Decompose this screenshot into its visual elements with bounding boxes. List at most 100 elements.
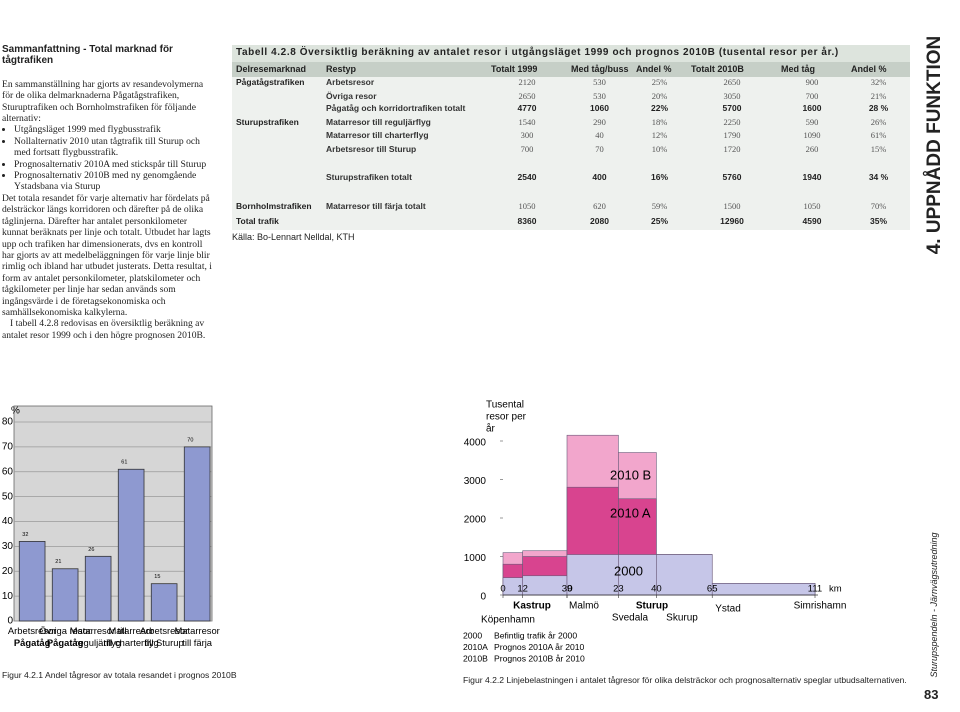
legend-description: Befintlig trafik år 2000: [494, 630, 577, 640]
table-cell: Övriga resor: [326, 91, 377, 101]
table-row: Pågatåg och korridortrafiken totalt 4770 1…: [232, 103, 910, 117]
table-cell: 25%: [651, 77, 668, 87]
load-segment: [618, 554, 657, 596]
station-label: Skurup: [666, 613, 698, 624]
paragraph: I tabell 4.2.8 redovisas en översiktlig …: [2, 318, 206, 341]
table-cell: 300: [520, 130, 534, 140]
x-tick-label: Övriga resor Pågatåg: [39, 625, 91, 648]
table-cell: 70%: [870, 201, 887, 211]
table-row: Total trafik 8360 2080 25% 12960 4590 35%: [232, 216, 910, 230]
figure-caption: Figur 4.2.1 Andel tågresor av totala res…: [2, 670, 237, 680]
table-cell: 15%: [870, 144, 887, 154]
plot-background: [13, 405, 213, 622]
table-cell: 1790: [723, 130, 741, 140]
value-label: 21: [55, 559, 61, 565]
y-axis-label: år: [486, 423, 496, 435]
table-block: Tabell 4.2.8 Översiktlig beräkning av an…: [232, 45, 910, 242]
y-axis-label: Tusental: [486, 400, 524, 411]
bar: [117, 468, 145, 622]
table-cell: Total trafik: [236, 216, 279, 226]
bar: [51, 568, 79, 622]
bullet: Prognosalternativ 2010A med stickspår ti…: [14, 159, 214, 170]
table-cell: 5700: [722, 103, 742, 113]
y-tick-label: 4000: [464, 438, 487, 449]
x-tick-label-line: Matarresor: [174, 625, 219, 636]
bar: [84, 555, 112, 622]
y-axis-label: resor per: [486, 412, 527, 423]
legend-label: 2010B: [463, 653, 488, 663]
table-cell: 4590: [802, 216, 822, 226]
table-cell: 32%: [870, 77, 887, 87]
table-cell: 34 %: [868, 172, 889, 182]
station-label: Simrishamn: [794, 601, 847, 612]
table: Delresemarknad Restyp Totalt 1999 Med tåg/b…: [232, 62, 910, 230]
x-tick-label: 39: [562, 584, 573, 595]
legend-description: Prognos 2010B år 2010: [494, 653, 585, 663]
table-cell: 21%: [870, 91, 887, 101]
bar: [18, 541, 46, 622]
y-tick-label: 30: [2, 541, 14, 552]
y-tick-label: 10: [2, 591, 14, 602]
x-tick-label-line: till Sturup: [145, 637, 184, 648]
x-tick-label-line: Övriga resor: [39, 625, 91, 636]
table-cell: Matarresor till färja totalt: [326, 201, 426, 211]
x-tick-label-line: Pågatåg: [14, 637, 51, 648]
paragraph: En sammanställning har gjorts av resande…: [2, 78, 204, 125]
value-label: 15: [154, 574, 160, 580]
x-tick-label: Matarresor till reguljärflyg: [70, 625, 127, 648]
header-cell: Andel %: [847, 62, 910, 77]
x-tick-label: Matarresor till charterflyg: [104, 625, 159, 648]
bar: [150, 583, 178, 622]
value-label: 32: [22, 532, 28, 538]
station-label: Kastrup: [513, 601, 551, 612]
table-cell: [232, 103, 322, 117]
table-cell: 1720: [723, 144, 741, 154]
x-tick-label-line: till charterflyg: [104, 637, 159, 648]
table-row: Bornholmstrafiken Matarresor till färja t…: [232, 201, 910, 216]
table-row: Övriga resor 2650 530 20% 3050 700 21%: [232, 91, 910, 103]
header-cell: Med tåg/buss: [567, 62, 632, 77]
table-cell: 1500: [723, 201, 741, 211]
table-cell: 4770: [517, 103, 537, 113]
table-cell: 12960: [720, 216, 744, 226]
chapter-title: 4. UPPNÅDD FUNKTION: [924, 35, 945, 255]
x-tick-label: 65: [707, 584, 718, 595]
table-source: Källa: Bo-Lennart Nelldal, KTH: [232, 232, 355, 242]
table-cell: 40: [595, 130, 604, 140]
series-annotation: 2010 A: [610, 505, 651, 520]
table-cell: Pågatågstrafiken: [236, 77, 305, 87]
load-segment: [566, 554, 619, 596]
bullet: Nollalternativ 2010 utan tågtrafik till …: [14, 136, 214, 159]
table-cell: 28 %: [868, 103, 889, 113]
table-cell: 1050: [803, 201, 821, 211]
table-cell: 1090: [803, 130, 821, 140]
table-cell: 2650: [723, 77, 741, 87]
table-cell: 1050: [518, 201, 536, 211]
station-label: Köpenhamn: [481, 615, 535, 626]
table-cell: 2250: [723, 117, 741, 127]
table-cell: 2650: [518, 91, 536, 101]
table-title: Tabell 4.2.8 Översiktlig beräkning av an…: [232, 45, 910, 62]
table-cell: Matarresor till reguljärflyg: [326, 117, 431, 127]
report-title: Sturupspendeln - Järnvägsutredning: [929, 532, 939, 678]
table-cell: 530: [593, 77, 606, 87]
table-cell: Sturupstrafiken: [236, 117, 299, 127]
station-label: Svedala: [612, 613, 649, 624]
y-tick-label: 40: [2, 516, 14, 527]
table-cell: 620: [593, 201, 606, 211]
table-cell: 35%: [869, 216, 887, 226]
legend-description: Prognos 2010A år 2010: [494, 642, 585, 652]
y-axis-label: %: [11, 406, 20, 417]
bullet: Prognosalternativ 2010B med ny genomgåen…: [14, 170, 214, 193]
y-tick-label: 20: [2, 566, 14, 577]
x-tick-label: 12: [517, 584, 528, 595]
header-cell: Andel %: [632, 62, 687, 77]
header-cell: Totalt 1999: [487, 62, 567, 77]
table-cell: [232, 91, 322, 103]
x-axis-label: km: [829, 584, 842, 595]
x-tick-label: 0: [567, 584, 572, 595]
x-tick-label-line: Arbetsresor: [140, 625, 188, 636]
table-cell: 290: [593, 117, 606, 127]
table-cell: 530: [593, 91, 606, 101]
